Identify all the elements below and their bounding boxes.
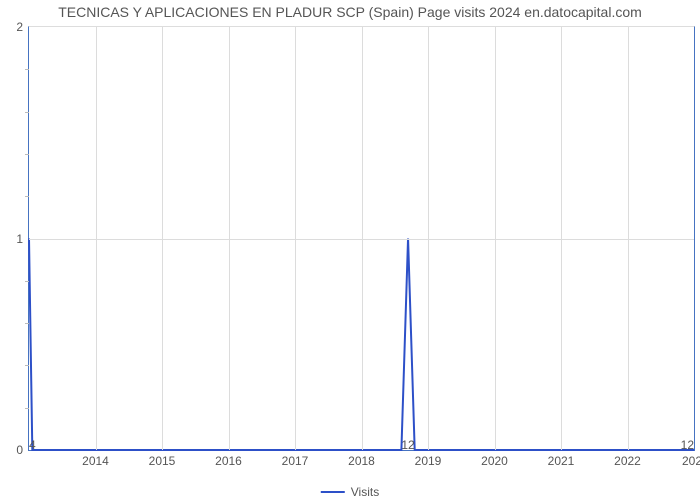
secondary-bottom-label: 12: [681, 434, 694, 452]
yminor-tick: [25, 408, 29, 409]
grid-v: [362, 27, 363, 450]
chart-title: TECNICAS Y APLICACIONES EN PLADUR SCP (S…: [0, 4, 700, 20]
xtick-label: 2020: [481, 450, 508, 468]
grid-v: [295, 27, 296, 450]
legend-swatch: [321, 491, 345, 493]
ytick-label: 0: [16, 443, 29, 457]
xtick-label: 2016: [215, 450, 242, 468]
plot-area: 0122014201520162017201820192020202120222…: [28, 26, 695, 451]
yminor-tick: [25, 112, 29, 113]
yminor-tick: [25, 323, 29, 324]
secondary-bottom-label: 12: [401, 434, 414, 452]
grid-v: [229, 27, 230, 450]
xtick-label: 2022: [614, 450, 641, 468]
xtick-label: 2017: [282, 450, 309, 468]
yminor-tick: [25, 196, 29, 197]
grid-v: [96, 27, 97, 450]
grid-v: [628, 27, 629, 450]
xtick-label-edge: 202: [682, 450, 700, 468]
xtick-label: 2021: [548, 450, 575, 468]
yminor-tick: [25, 154, 29, 155]
legend: Visits: [321, 485, 379, 499]
secondary-bottom-label: 4: [29, 434, 36, 452]
yminor-tick: [25, 281, 29, 282]
yminor-tick: [25, 69, 29, 70]
legend-label: Visits: [351, 485, 379, 499]
xtick-label: 2019: [415, 450, 442, 468]
chart-container: TECNICAS Y APLICACIONES EN PLADUR SCP (S…: [0, 0, 700, 500]
grid-v: [561, 27, 562, 450]
xtick-label: 2018: [348, 450, 375, 468]
yminor-tick: [25, 365, 29, 366]
xtick-label: 2015: [149, 450, 176, 468]
ytick-label: 1: [16, 232, 29, 246]
xtick-label: 2014: [82, 450, 109, 468]
grid-v: [495, 27, 496, 450]
grid-v: [428, 27, 429, 450]
ytick-label: 2: [16, 20, 29, 34]
grid-v: [162, 27, 163, 450]
